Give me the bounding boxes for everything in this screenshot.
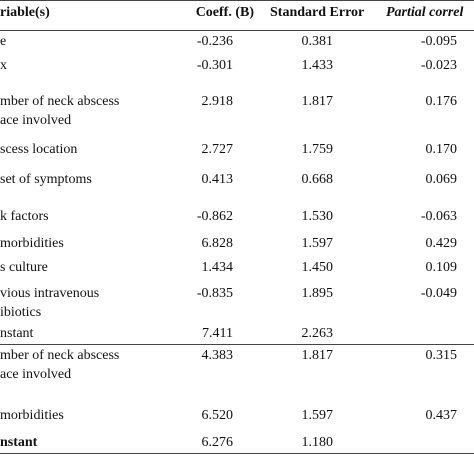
- variable-label: k factors: [0, 209, 49, 224]
- header-bottom-rule: [0, 30, 474, 31]
- coeff-value: -0.862: [196, 209, 233, 224]
- standard-error-value: 1.530: [301, 209, 334, 224]
- partial-correlation-value: 0.437: [425, 408, 458, 423]
- partial-correlation-value: 0.069: [425, 172, 458, 187]
- model-divider-rule: [0, 344, 474, 345]
- standard-error-value: 0.668: [301, 172, 334, 187]
- standard-error-value: 1.817: [301, 348, 334, 363]
- partial-correlation-value: 0.176: [425, 94, 458, 109]
- standard-error-value: 2.263: [301, 326, 334, 341]
- variable-label: e: [0, 34, 7, 49]
- coeff-value: 1.434: [201, 260, 234, 275]
- partial-correlation-value: 0.429: [425, 236, 458, 251]
- coeff-value: 6.520: [201, 408, 234, 423]
- partial-correlation-value: -0.023: [420, 58, 457, 73]
- standard-error-value: 1.180: [301, 435, 334, 450]
- header-variable: riable(s): [0, 5, 50, 20]
- variable-label: vious intravenous: [0, 286, 100, 301]
- standard-error-value: 1.817: [301, 94, 334, 109]
- table-top-rule: [0, 0, 474, 1]
- variable-label: x: [0, 58, 7, 73]
- coeff-value: 6.276: [201, 435, 234, 450]
- coeff-value: 6.828: [201, 236, 234, 251]
- partial-correlation-value: -0.095: [420, 34, 457, 49]
- standard-error-value: 1.450: [301, 260, 334, 275]
- header-coeff: Coeff. (B): [195, 5, 254, 20]
- variable-label: morbidities: [0, 236, 64, 251]
- coeff-value: 7.411: [202, 326, 233, 341]
- standard-error-value: 1.759: [301, 142, 334, 157]
- standard-error-value: 1.597: [301, 236, 334, 251]
- standard-error-value: 1.597: [301, 408, 334, 423]
- partial-correlation-value: 0.315: [425, 348, 458, 363]
- variable-label: scess location: [0, 142, 78, 157]
- variable-label: nstant: [0, 326, 34, 341]
- standard-error-value: 1.433: [301, 58, 334, 73]
- variable-label: ibiotics: [0, 305, 42, 320]
- variable-label: mber of neck abscess: [0, 94, 120, 109]
- variable-label: nstant: [0, 435, 38, 450]
- coeff-value: 0.413: [201, 172, 234, 187]
- coeff-value: 4.383: [201, 348, 234, 363]
- variable-label: set of symptoms: [0, 172, 92, 187]
- standard-error-value: 0.381: [301, 34, 334, 49]
- standard-error-value: 1.895: [301, 286, 334, 301]
- coeff-value: 2.727: [201, 142, 234, 157]
- coeff-value: -0.236: [196, 34, 233, 49]
- variable-label: ace involved: [0, 367, 72, 382]
- header-partial-correlation: Partial correl: [386, 5, 464, 20]
- header-standard-error: Standard Error: [270, 5, 365, 20]
- variable-label: s culture: [0, 260, 48, 275]
- coeff-value: 2.918: [201, 94, 234, 109]
- partial-correlation-value: 0.170: [425, 142, 458, 157]
- partial-correlation-value: 0.109: [425, 260, 458, 275]
- coeff-value: -0.835: [196, 286, 233, 301]
- table-bottom-rule: [0, 453, 474, 454]
- partial-correlation-value: -0.049: [420, 286, 457, 301]
- partial-correlation-value: -0.063: [420, 209, 457, 224]
- variable-label: mber of neck abscess: [0, 348, 120, 363]
- variable-label: ace involved: [0, 113, 72, 128]
- coeff-value: -0.301: [196, 58, 233, 73]
- variable-label: morbidities: [0, 408, 64, 423]
